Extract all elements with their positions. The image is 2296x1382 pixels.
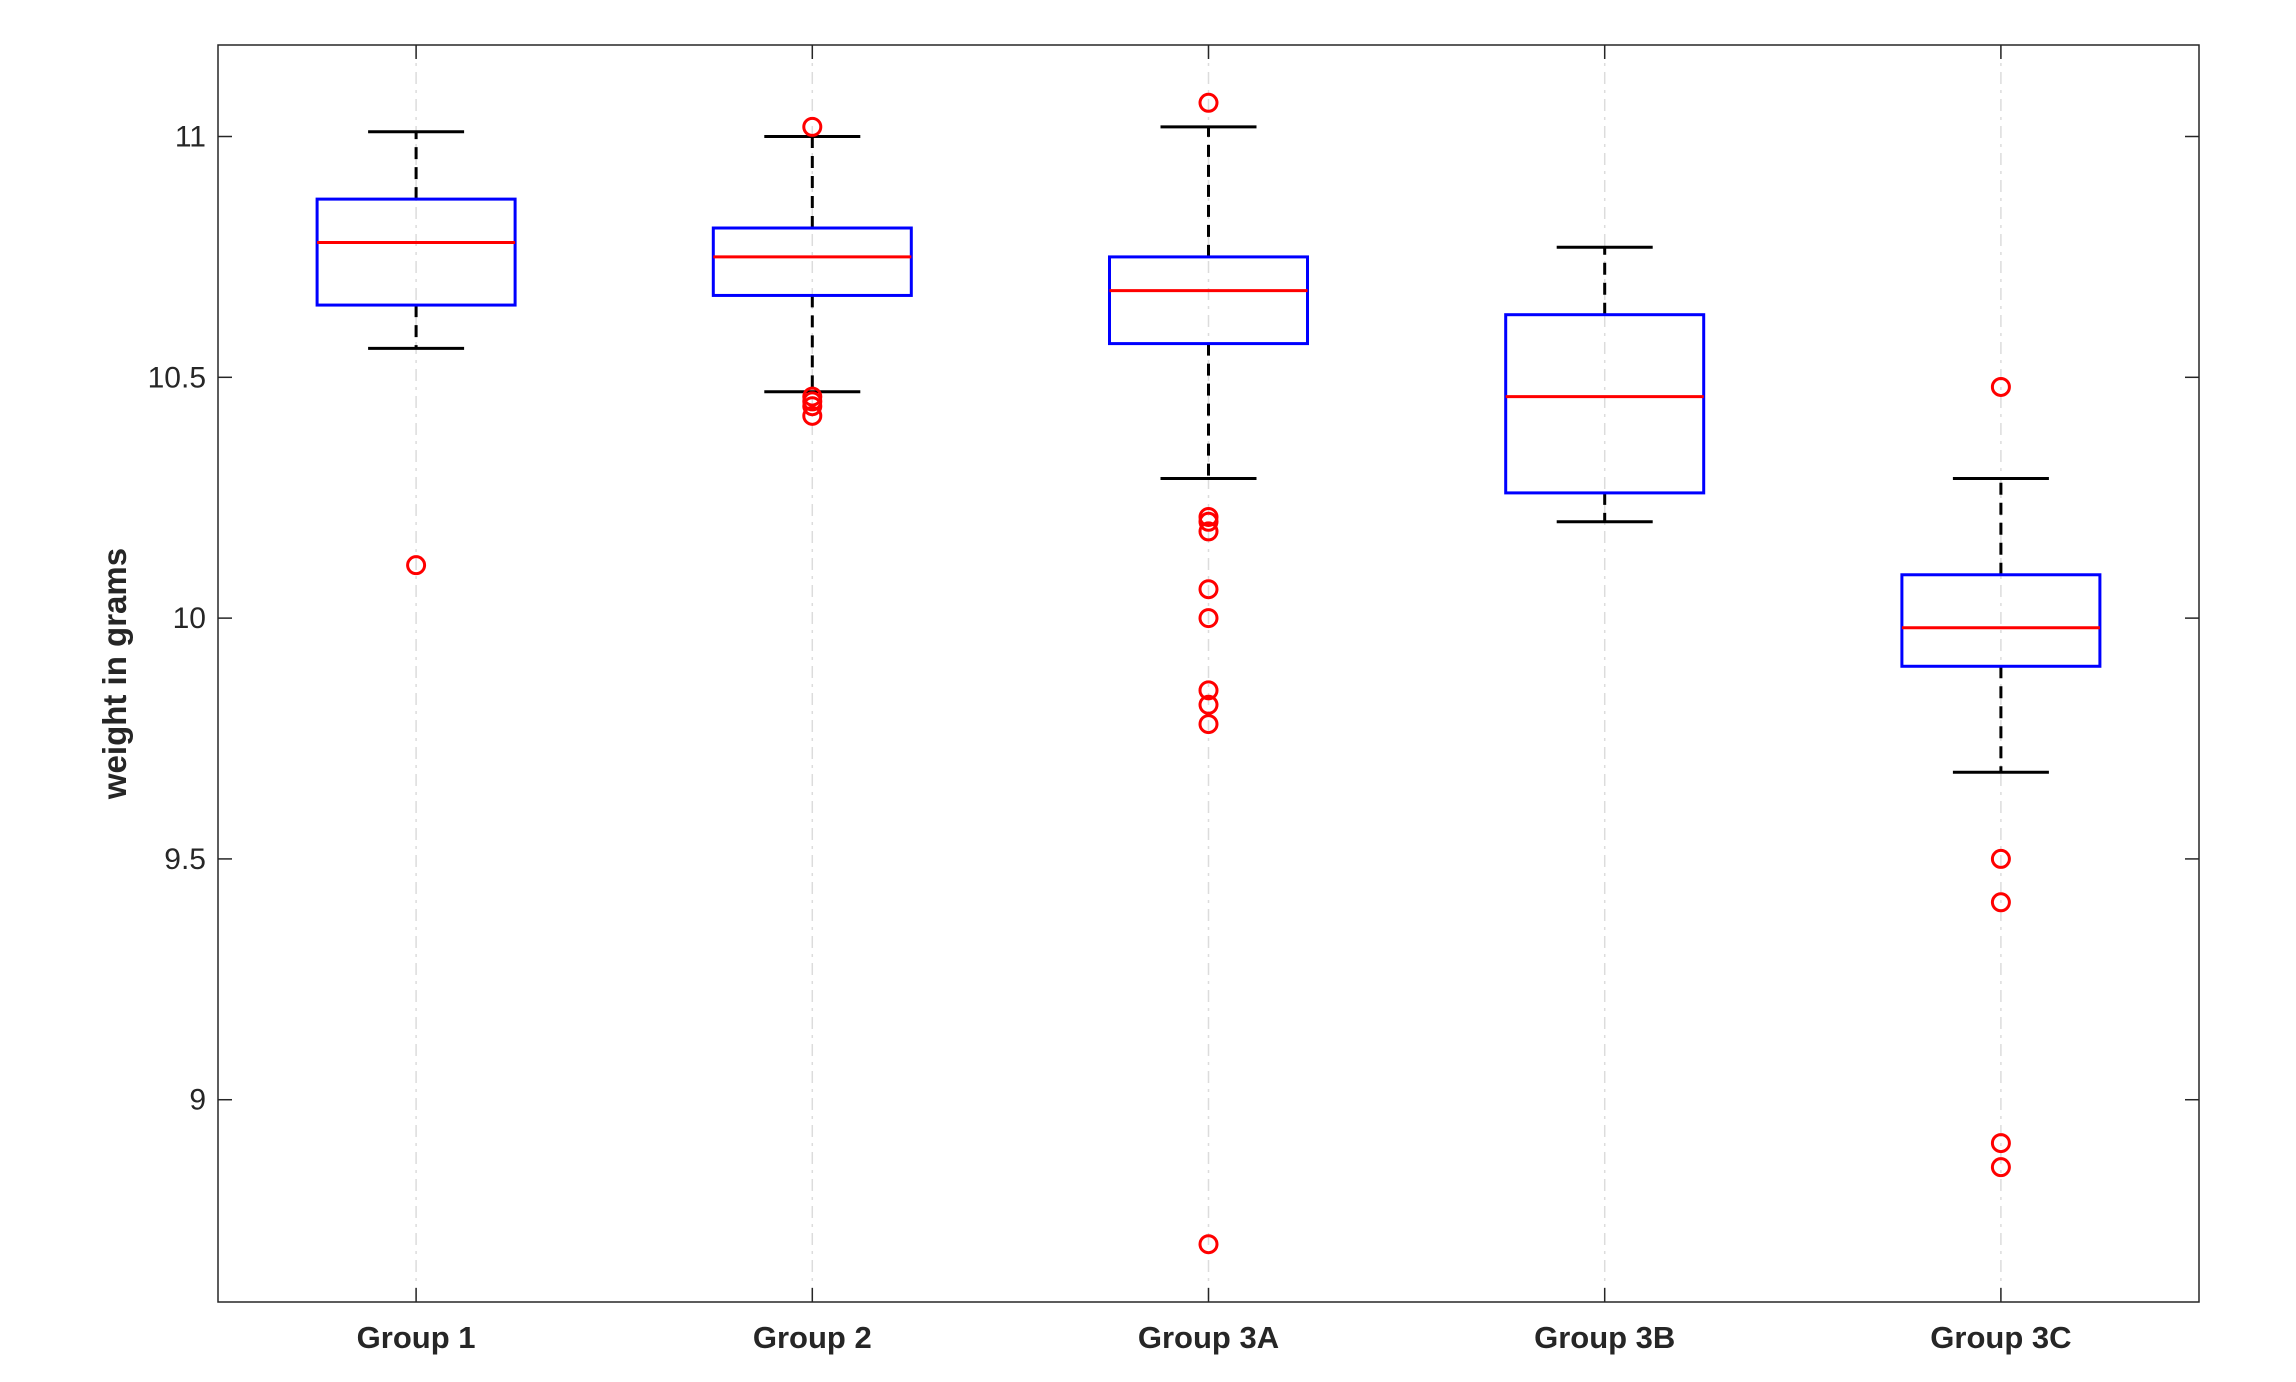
outlier-point — [1198, 511, 1219, 532]
x-category-label: Group 3C — [1930, 1320, 2071, 1355]
labels: weight in grams 9 9.5 10 10.5 11 Group 1 Group… — [96, 121, 2072, 1355]
outlier-point — [1198, 694, 1219, 715]
outlier-point — [1990, 1133, 2011, 1154]
outlier-point — [1198, 714, 1219, 735]
boxes-layer — [315, 92, 2102, 1255]
y-axis-title: weight in grams — [96, 548, 133, 800]
iqr-box — [1900, 573, 2102, 668]
iqr-box — [1108, 255, 1309, 346]
y-tick-label: 9.5 — [164, 843, 206, 876]
outlier-point — [802, 405, 823, 426]
outlier-point — [802, 116, 823, 137]
y-tick-label: 11 — [175, 121, 206, 154]
y-tick-label: 10.5 — [148, 361, 206, 394]
iqr-box — [1504, 313, 1706, 495]
outlier-point — [802, 396, 823, 417]
axes — [217, 44, 2200, 1303]
outlier-point — [1990, 1157, 2011, 1178]
outlier-point — [1198, 92, 1219, 113]
outlier-point — [406, 555, 427, 576]
x-category-label: Group 3A — [1138, 1320, 1279, 1355]
box-group — [1900, 376, 2102, 1178]
outlier-point — [1990, 892, 2011, 913]
x-category-label: Group 3B — [1534, 1320, 1675, 1355]
x-category-label: Group 1 — [357, 1320, 476, 1355]
x-category-label: Group 2 — [753, 1320, 872, 1355]
outlier-point — [1990, 848, 2011, 869]
box-group — [711, 116, 913, 426]
box-group — [1108, 92, 1309, 1255]
box-group — [315, 130, 517, 576]
outlier-point — [1198, 579, 1219, 600]
box-group — [1504, 245, 1706, 524]
y-tick-label: 10 — [173, 602, 206, 635]
outlier-point — [1198, 521, 1219, 542]
outlier-point — [1198, 608, 1219, 629]
y-tick-label: 9 — [189, 1084, 206, 1117]
iqr-box — [711, 226, 913, 297]
outlier-point — [1198, 1234, 1219, 1255]
iqr-box — [315, 197, 517, 307]
outlier-point — [1198, 680, 1219, 701]
outlier-point — [1990, 376, 2011, 397]
